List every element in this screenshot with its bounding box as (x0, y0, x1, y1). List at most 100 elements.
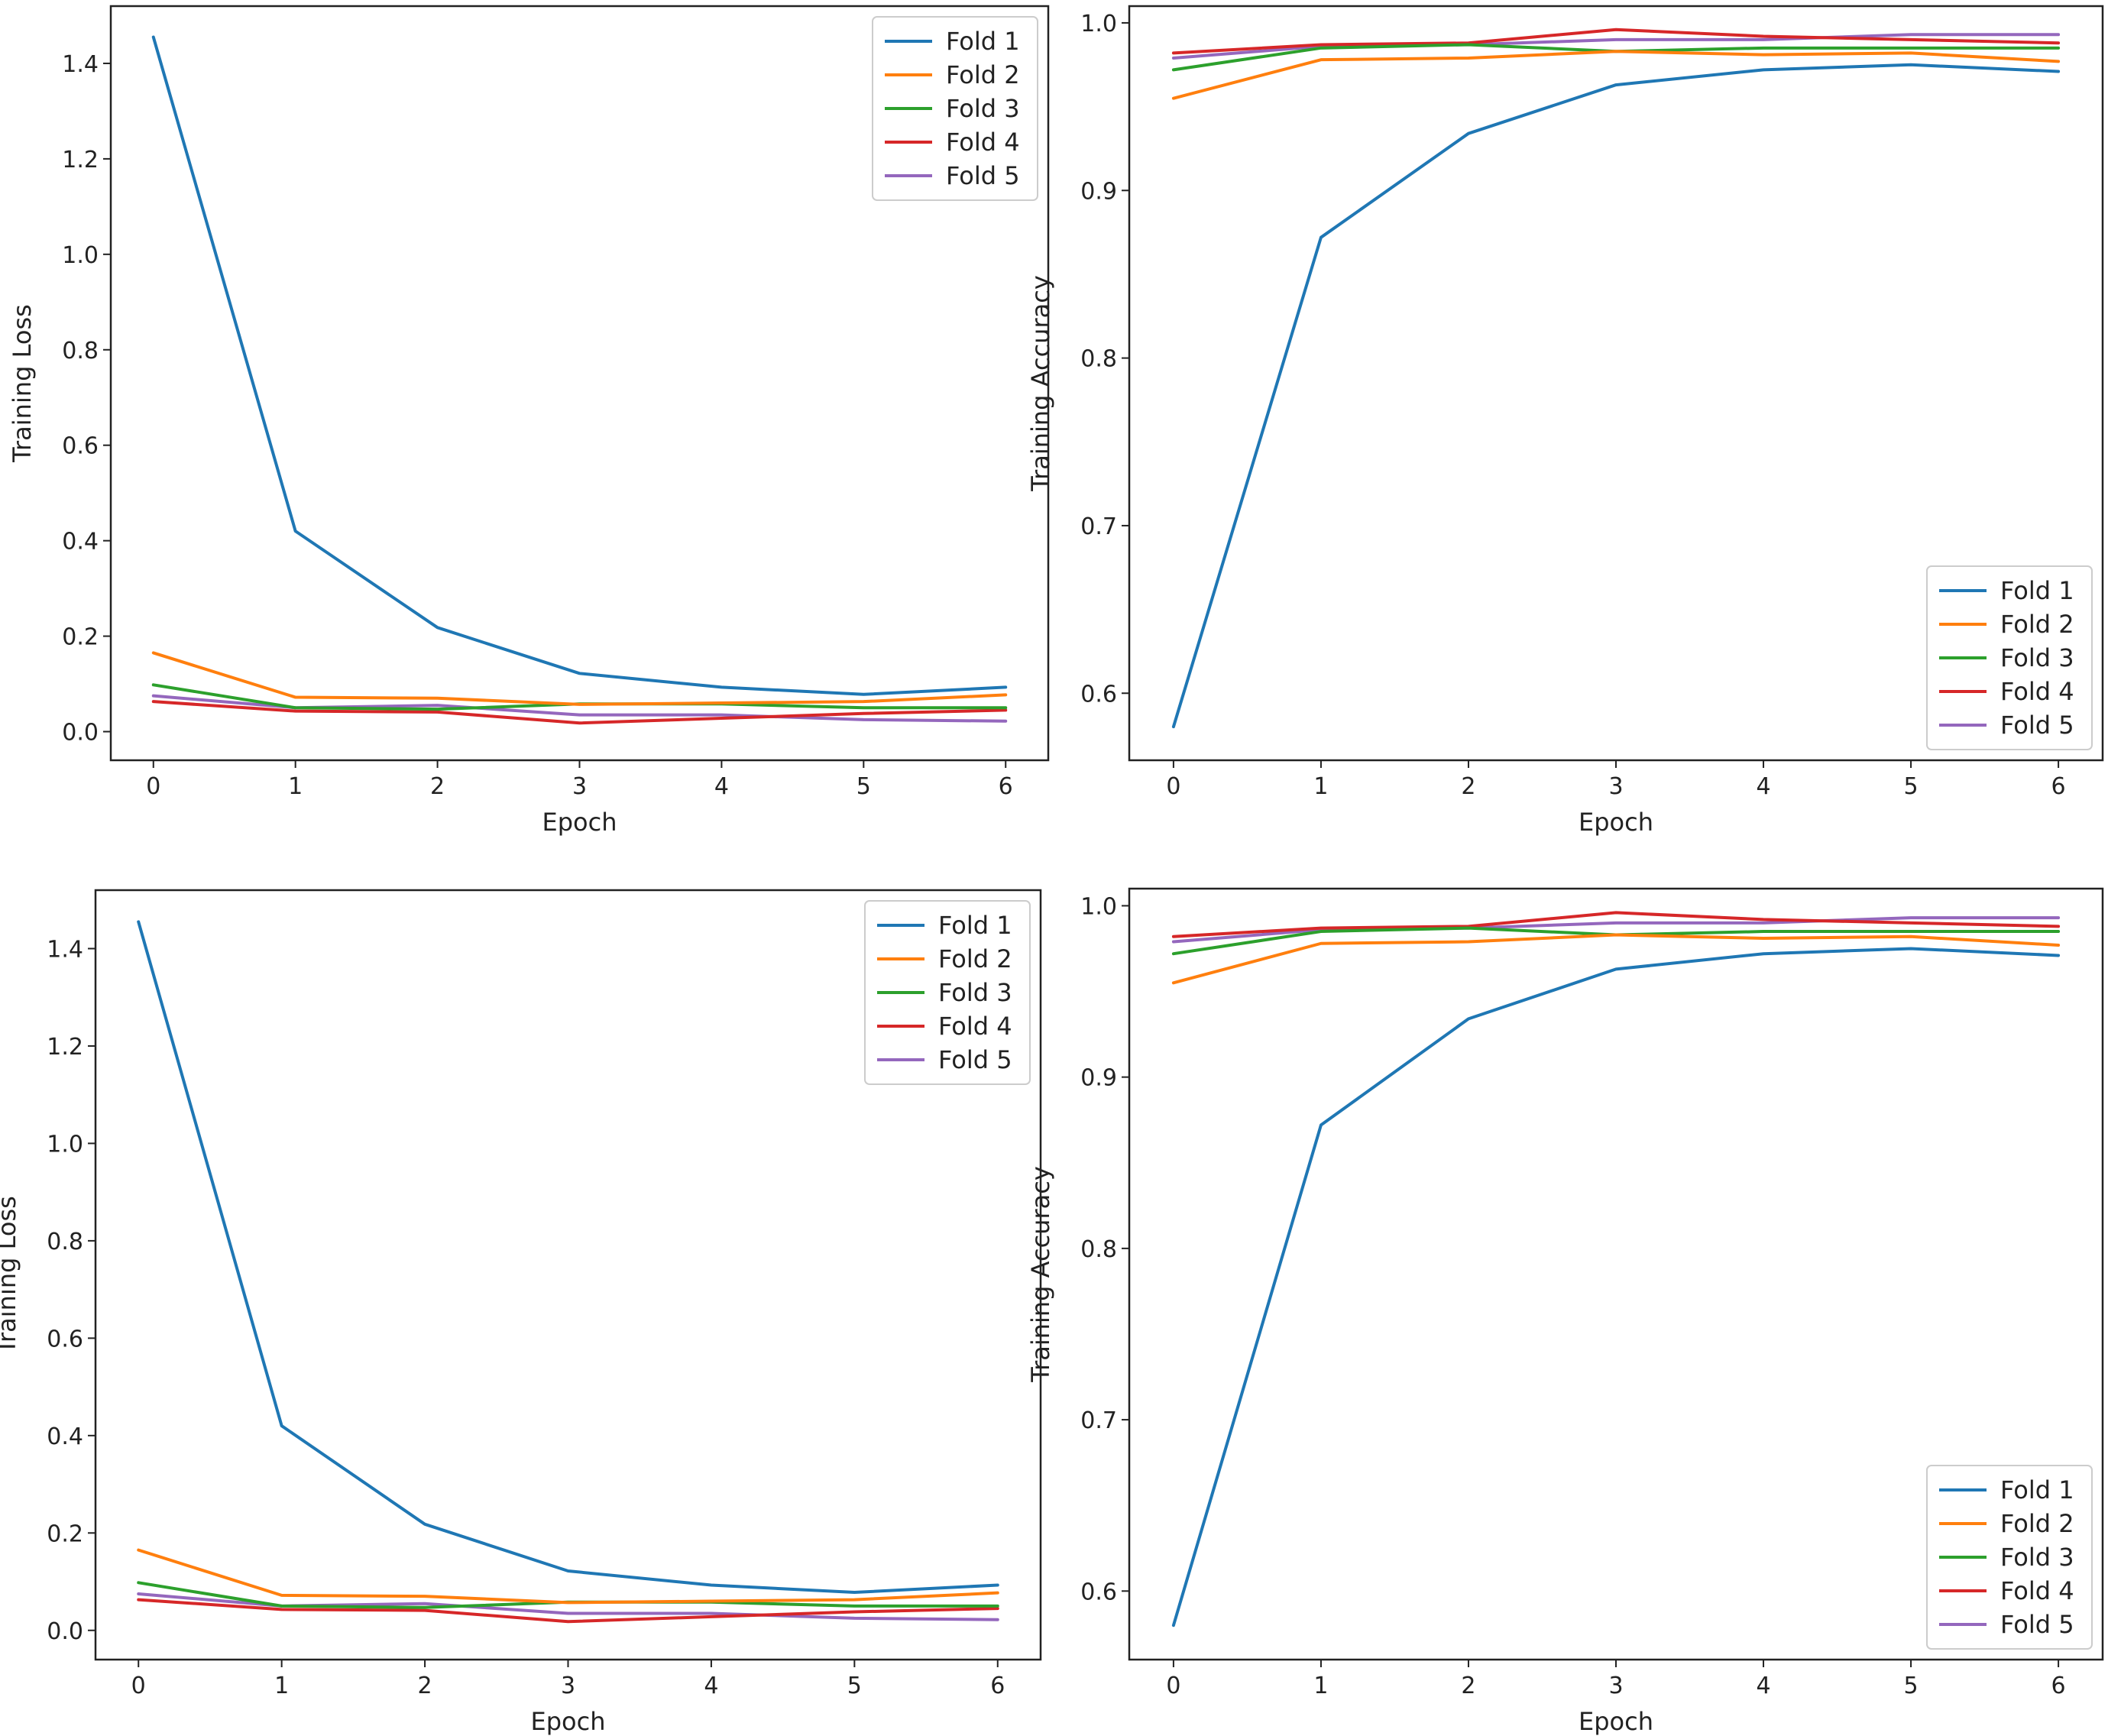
y-tick-label: 1.4 (62, 51, 99, 78)
legend-label-fold-3: Fold 3 (938, 978, 1012, 1007)
y-axis-label: Training Accuracy (1026, 275, 1055, 492)
y-tick-label: 1.4 (47, 936, 83, 963)
legend-label-fold-5: Fold 5 (2000, 711, 2074, 740)
x-tick-label: 6 (2051, 773, 2066, 800)
x-tick-label: 4 (1756, 773, 1770, 800)
legend-label-fold-5: Fold 5 (938, 1045, 1012, 1074)
legend-box (1926, 565, 2093, 750)
y-tick-label: 0.2 (47, 1521, 83, 1547)
legend-label-fold-1: Fold 1 (2000, 1475, 2074, 1504)
y-axis-label: Training Loss (8, 304, 37, 463)
chart-panel-bottom-left: 0 1 2 3 4 5 6 0.0 0.2 0.4 0.6 0.8 1.0 1.2 1.4 Epoch Trai… (0, 889, 1042, 1736)
x-tick-label: 1 (1313, 773, 1328, 800)
series-line-fold-1 (151, 35, 1008, 696)
series-line-fold-1 (1171, 63, 2061, 729)
legend: Fold 1 Fold 2 Fold 3 Fold 4 Fold 5 (1926, 565, 2093, 750)
chart-panel-top-left: 0 1 2 3 4 5 6 0.0 0.2 0.4 0.6 0.8 1.0 1.2 1.4 Epoch Trai… (8, 5, 1050, 837)
legend-label-fold-4: Fold 4 (2000, 1576, 2074, 1605)
x-tick-label: 2 (1461, 773, 1475, 800)
legend-label-fold-2: Fold 2 (2000, 1509, 2074, 1538)
y-tick-label: 1.0 (47, 1131, 83, 1158)
y-tick-label: 0.6 (47, 1326, 83, 1352)
legend: Fold 1 Fold 2 Fold 3 Fold 4 Fold 5 (872, 16, 1038, 201)
legend: Fold 1 Fold 2 Fold 3 Fold 4 Fold 5 (864, 900, 1031, 1085)
x-axis-label: Epoch (1579, 1707, 1653, 1736)
x-tick-label: 5 (1904, 1673, 1919, 1699)
y-axis-label: Training Loss (0, 1196, 21, 1355)
legend-label-fold-4: Fold 4 (946, 128, 1020, 157)
x-axis-label: Epoch (542, 808, 617, 837)
y-tick-label: 0.9 (1080, 1065, 1117, 1092)
x-tick-label: 2 (418, 1673, 432, 1699)
legend-label-fold-1: Fold 1 (946, 27, 1020, 56)
x-tick-label: 2 (1461, 1673, 1475, 1699)
y-tick-label: 0.6 (1080, 1579, 1117, 1605)
x-tick-label: 6 (999, 773, 1013, 800)
series-line-fold-2 (1171, 933, 2061, 985)
y-tick-label: 1.2 (47, 1034, 83, 1061)
series-line-fold-4 (1171, 911, 2061, 938)
x-tick-label: 0 (1166, 1673, 1180, 1699)
x-tick-label: 1 (288, 773, 303, 800)
y-tick-label: 0.0 (62, 720, 99, 747)
series-line-fold-1 (137, 920, 999, 1595)
x-tick-label: 5 (847, 1673, 862, 1699)
legend-label-fold-2: Fold 2 (938, 944, 1012, 973)
y-tick-label: 0.2 (62, 624, 99, 651)
series-line-fold-4 (1171, 28, 2061, 55)
legend-label-fold-5: Fold 5 (2000, 1610, 2074, 1639)
legend-label-fold-3: Fold 3 (2000, 1543, 2074, 1572)
legend-label-fold-4: Fold 4 (2000, 677, 2074, 706)
y-tick-label: 0.8 (62, 338, 99, 364)
y-tick-label: 0.8 (47, 1229, 83, 1255)
legend-label-fold-1: Fold 1 (2000, 576, 2074, 605)
y-tick-label: 1.0 (1080, 893, 1117, 920)
x-tick-label: 2 (430, 773, 445, 800)
x-tick-label: 4 (704, 1673, 718, 1699)
x-tick-label: 4 (714, 773, 729, 800)
legend-box (864, 900, 1031, 1085)
series-line-fold-2 (1171, 50, 2061, 100)
legend-box (1926, 1465, 2093, 1650)
series-line-fold-4 (151, 700, 1008, 725)
y-tick-label: 0.7 (1080, 1407, 1117, 1434)
legend-box (872, 16, 1038, 201)
y-tick-label: 0.4 (47, 1423, 83, 1450)
y-axis-label: Training Accuracy (1026, 1166, 1055, 1383)
x-tick-label: 3 (561, 1673, 575, 1699)
y-tick-label: 0.4 (62, 529, 99, 555)
y-tick-label: 0.8 (1080, 346, 1117, 373)
y-tick-label: 1.0 (62, 242, 99, 269)
legend-label-fold-4: Fold 4 (938, 1012, 1012, 1041)
x-tick-label: 5 (1904, 773, 1919, 800)
y-tick-label: 0.9 (1080, 178, 1117, 205)
x-tick-label: 0 (131, 1673, 146, 1699)
y-tick-label: 0.0 (47, 1618, 83, 1645)
x-axis-label: Epoch (531, 1707, 606, 1736)
legend-label-fold-2: Fold 2 (946, 60, 1020, 89)
x-tick-label: 3 (572, 773, 587, 800)
y-tick-label: 0.8 (1080, 1236, 1117, 1263)
legend-label-fold-3: Fold 3 (946, 94, 1020, 123)
legend-label-fold-1: Fold 1 (938, 911, 1012, 940)
y-tick-label: 0.7 (1080, 513, 1117, 540)
series-line-fold-5 (1171, 916, 2061, 944)
series-line-fold-1 (1171, 947, 2061, 1628)
x-tick-label: 5 (856, 773, 871, 800)
series-line-fold-4 (137, 1598, 999, 1624)
y-tick-label: 0.6 (1080, 681, 1117, 708)
x-tick-label: 6 (990, 1673, 1005, 1699)
series-line-fold-2 (137, 1548, 999, 1605)
x-tick-label: 0 (1166, 773, 1180, 800)
series-line-fold-5 (1171, 33, 2061, 60)
x-tick-label: 3 (1608, 773, 1623, 800)
legend-label-fold-3: Fold 3 (2000, 643, 2074, 672)
x-tick-label: 1 (1313, 1673, 1328, 1699)
x-tick-label: 0 (146, 773, 160, 800)
x-tick-label: 1 (274, 1673, 289, 1699)
legend-label-fold-5: Fold 5 (946, 161, 1020, 190)
x-tick-label: 6 (2051, 1673, 2066, 1699)
y-tick-label: 1.0 (1080, 11, 1117, 37)
y-tick-label: 1.2 (62, 147, 99, 173)
